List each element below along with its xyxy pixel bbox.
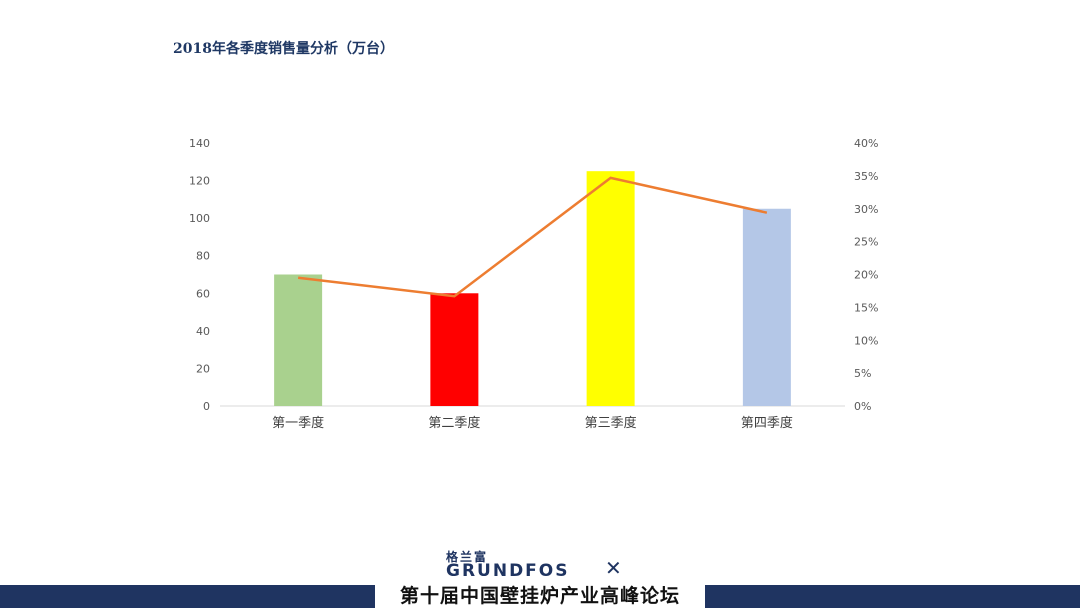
category-label: 第一季度 xyxy=(272,415,324,431)
y-right-tick-label: 35% xyxy=(854,170,878,183)
percentage-line xyxy=(298,178,767,296)
y-right-tick-label: 10% xyxy=(854,334,878,347)
category-label: 第二季度 xyxy=(428,415,480,431)
y-right-tick-label: 30% xyxy=(854,203,878,216)
bar-2 xyxy=(430,293,478,406)
y-left-tick-label: 0 xyxy=(203,400,210,413)
logo-text: GRUNDFOS xyxy=(446,561,570,581)
forum-banner-title: 第十届中国壁挂炉产业高峰论坛 xyxy=(375,583,705,608)
grundfos-logo-icon: ✕ xyxy=(605,556,622,580)
bar-1 xyxy=(274,275,322,407)
y-right-tick-label: 40% xyxy=(854,137,878,150)
category-label: 第三季度 xyxy=(585,415,637,431)
y-right-tick-label: 15% xyxy=(854,301,878,314)
y-left-tick-label: 20 xyxy=(196,362,210,375)
bar-3 xyxy=(587,171,635,406)
y-left-tick-label: 80 xyxy=(196,250,210,263)
y-left-tick-label: 40 xyxy=(196,325,210,338)
y-right-tick-label: 0% xyxy=(854,400,871,413)
y-left-tick-label: 100 xyxy=(189,212,210,225)
y-right-tick-label: 5% xyxy=(854,367,871,380)
y-left-tick-label: 120 xyxy=(189,175,210,188)
bar-4 xyxy=(743,209,791,406)
y-left-tick-label: 60 xyxy=(196,287,210,300)
category-label: 第四季度 xyxy=(741,415,793,431)
combo-chart: 0 20 40 60 80 100 120 140 0% 5% 10% 15% 20% 25% 30% 35%… xyxy=(0,0,1080,450)
y-right-tick-label: 25% xyxy=(854,236,878,249)
y-right-tick-label: 20% xyxy=(854,269,878,282)
y-left-tick-label: 140 xyxy=(189,137,210,150)
